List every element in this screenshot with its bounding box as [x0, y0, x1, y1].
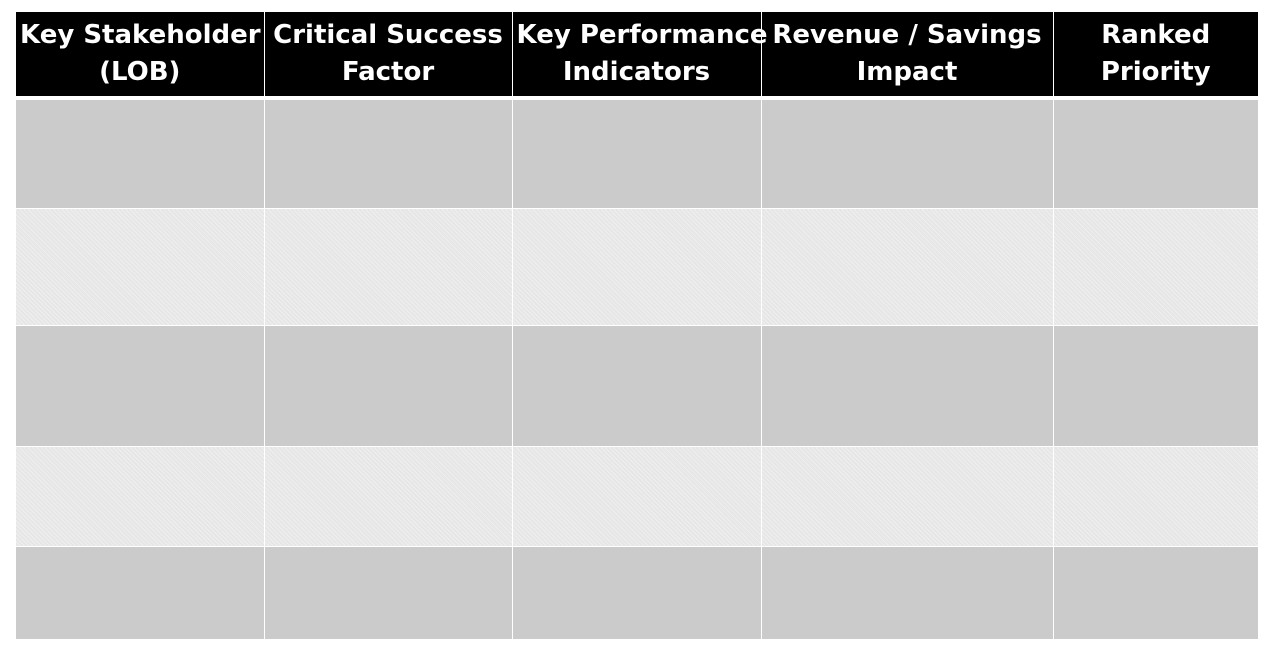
table-cell[interactable] [264, 98, 513, 209]
header-row: Key Stakeholder (LOB) Critical Success Fac… [16, 12, 1258, 100]
table-cell[interactable] [16, 546, 265, 640]
table-cell[interactable] [1053, 546, 1258, 640]
header-ranked-priority: Ranked Priority [1053, 12, 1258, 100]
table-row [16, 546, 1258, 640]
table-cell[interactable] [264, 208, 513, 326]
table-cell[interactable] [16, 446, 265, 547]
table-cell[interactable] [761, 325, 1054, 447]
header-key-performance-indicators: Key Performance Indicators [512, 12, 768, 100]
table-row [16, 325, 1258, 447]
table-cell[interactable] [761, 208, 1054, 326]
table-cell[interactable] [512, 546, 762, 640]
table-cell[interactable] [16, 208, 265, 326]
table-row [16, 208, 1258, 326]
table-cell[interactable] [1053, 446, 1258, 547]
header-key-stakeholder: Key Stakeholder (LOB) [16, 12, 265, 100]
stakeholder-table-container: Key Stakeholder (LOB) Critical Success Fac… [16, 12, 1258, 640]
table-cell[interactable] [1053, 98, 1258, 209]
header-revenue-savings-impact: Revenue / Savings Impact [761, 12, 1054, 100]
table-cell[interactable] [512, 98, 762, 209]
header-critical-success-factor: Critical Success Factor [264, 12, 513, 100]
table-cell[interactable] [512, 325, 762, 447]
table-cell[interactable] [264, 325, 513, 447]
table-cell[interactable] [761, 546, 1054, 640]
table-cell[interactable] [512, 208, 762, 326]
table-cell[interactable] [16, 325, 265, 447]
table-cell[interactable] [1053, 325, 1258, 447]
table-cell[interactable] [264, 546, 513, 640]
table-row [16, 98, 1258, 209]
table-cell[interactable] [264, 446, 513, 547]
stakeholder-table: Key Stakeholder (LOB) Critical Success Fac… [16, 12, 1258, 640]
table-cell[interactable] [512, 446, 762, 547]
table-cell[interactable] [1053, 208, 1258, 326]
table-cell[interactable] [761, 98, 1054, 209]
table-cell[interactable] [16, 98, 265, 209]
table-cell[interactable] [761, 446, 1054, 547]
table-row [16, 446, 1258, 547]
